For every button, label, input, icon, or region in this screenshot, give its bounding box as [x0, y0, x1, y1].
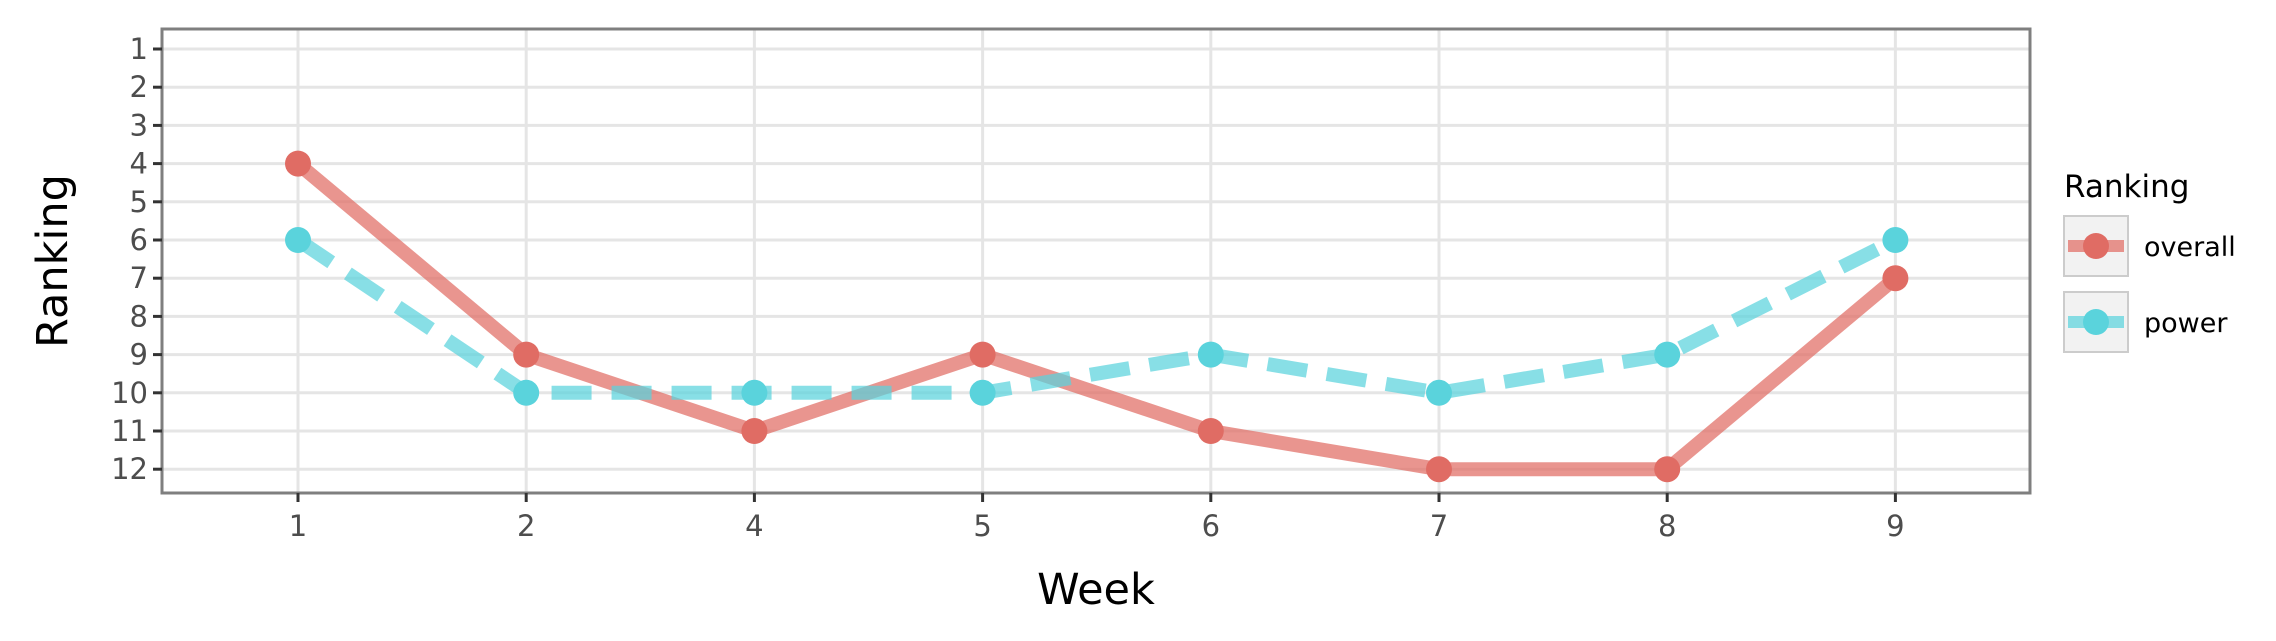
data-point-power: [513, 379, 540, 406]
legend-label-overall: overall: [2144, 232, 2236, 263]
x-tick-label: 7: [1430, 509, 1448, 543]
y-tick-label: 7: [130, 261, 148, 295]
y-tick-label: 2: [130, 70, 148, 104]
series-layer: [285, 150, 1909, 483]
data-point-overall: [741, 418, 768, 444]
data-point-overall: [513, 341, 540, 368]
legend-label-power: power: [2144, 308, 2228, 339]
y-tick-label: 6: [130, 223, 148, 257]
x-tick-label: 9: [1886, 509, 1904, 543]
x-tick-label: 4: [745, 509, 763, 543]
legend-key-marker: [2083, 233, 2109, 259]
data-point-power: [1197, 341, 1224, 368]
legend: Ranking overall power: [2063, 169, 2236, 353]
x-tick-label: 5: [973, 509, 991, 543]
y-axis-title: Ranking: [28, 174, 78, 348]
legend-key-power: [2063, 291, 2129, 353]
data-point-overall: [285, 150, 311, 177]
panel-border: [160, 27, 2032, 495]
data-point-power: [1426, 379, 1452, 406]
y-tick-label: 10: [111, 376, 148, 410]
y-tick-label: 5: [130, 185, 148, 219]
x-tick-label: 2: [517, 509, 535, 543]
data-point-overall: [1882, 265, 1909, 292]
x-axis-title: Week: [1037, 565, 1155, 615]
data-point-power: [285, 227, 311, 253]
legend-title: Ranking: [2064, 169, 2189, 205]
series-line-overall: [293, 158, 1900, 477]
data-point-power: [1654, 341, 1681, 368]
series-power: [285, 227, 1909, 406]
y-tick-label: 3: [130, 108, 148, 142]
y-tick-label: 12: [111, 452, 148, 486]
legend-key-marker: [2083, 309, 2109, 335]
legend-key-overall: [2063, 215, 2129, 277]
data-point-power: [1882, 227, 1909, 253]
series-line-power: [294, 233, 1899, 400]
grid: [162, 29, 2030, 493]
data-point-overall: [1426, 456, 1452, 483]
x-axis: 1 2 4 5 6 7 8 9: [289, 493, 1905, 543]
x-tick-label: 1: [289, 509, 307, 543]
data-point-overall: [969, 341, 996, 368]
x-tick-label: 6: [1202, 509, 1220, 543]
data-point-power: [969, 379, 996, 406]
series-overall: [285, 150, 1909, 483]
y-tick-label: 11: [111, 414, 148, 448]
y-tick-label: 9: [130, 338, 148, 372]
data-point-overall: [1197, 418, 1224, 444]
y-tick-label: 4: [130, 147, 148, 181]
y-tick-label: 8: [130, 299, 148, 333]
y-tick-label: 1: [130, 32, 148, 66]
data-point-overall: [1654, 456, 1681, 483]
data-point-power: [741, 379, 768, 406]
x-tick-label: 8: [1658, 509, 1676, 543]
